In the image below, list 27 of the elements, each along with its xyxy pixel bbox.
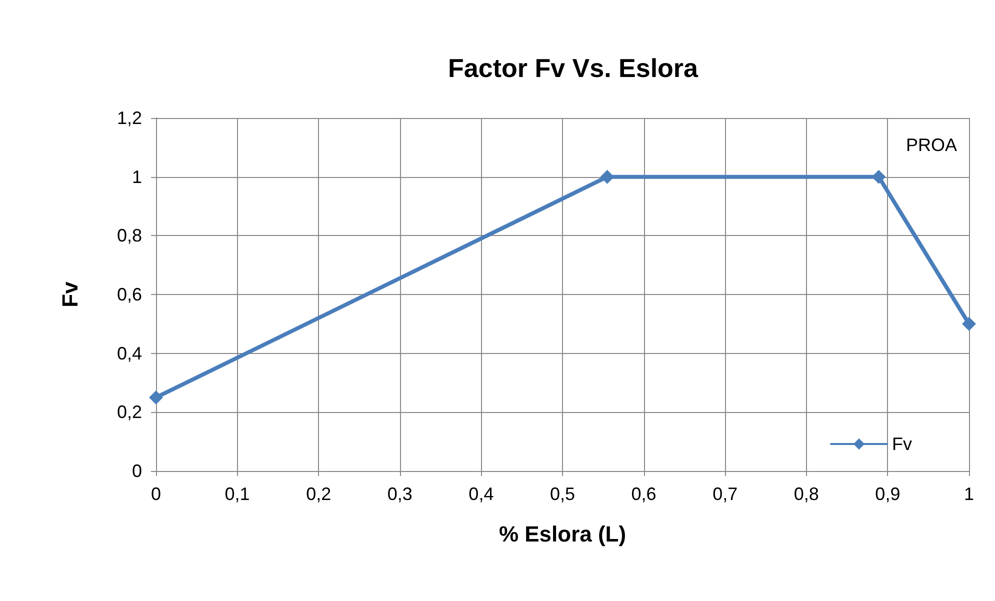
x-tick-label: 0,5 — [550, 484, 576, 504]
x-tick-label: 0,1 — [224, 484, 250, 504]
x-tick-label: 0,8 — [794, 484, 819, 504]
x-tick-label: 0,3 — [387, 484, 412, 504]
y-tick-label: 1 — [132, 166, 142, 187]
y-tick-label: 0 — [132, 461, 142, 481]
legend-label: Fv — [892, 434, 912, 454]
point — [149, 390, 163, 404]
y-tick-label: 0,6 — [116, 284, 142, 304]
y-tick-label: 0,2 — [116, 402, 142, 422]
point — [600, 170, 614, 184]
y-tick-label: 0,4 — [116, 343, 142, 364]
x-tick-label: 0,9 — [875, 484, 900, 504]
y-axis-title: Fv — [58, 280, 82, 308]
y-tick-label: 1,2 — [116, 108, 142, 128]
x-tick-label: 1 — [964, 484, 974, 504]
annotation: PROA — [906, 135, 958, 155]
x-tick-label: 0,4 — [468, 484, 494, 504]
chart-title: Factor Fv Vs. Eslora — [448, 53, 699, 83]
x-axis-title: % Eslora (L) — [498, 522, 626, 546]
x-tick-label: 0 — [150, 484, 162, 504]
point — [962, 316, 976, 331]
y-tick-label: 0,8 — [116, 226, 142, 246]
x-tick-label: 0,7 — [712, 484, 738, 504]
x-tick-label: 0,2 — [306, 484, 332, 504]
x-tick-label: 0,6 — [631, 484, 656, 504]
point — [872, 170, 886, 184]
